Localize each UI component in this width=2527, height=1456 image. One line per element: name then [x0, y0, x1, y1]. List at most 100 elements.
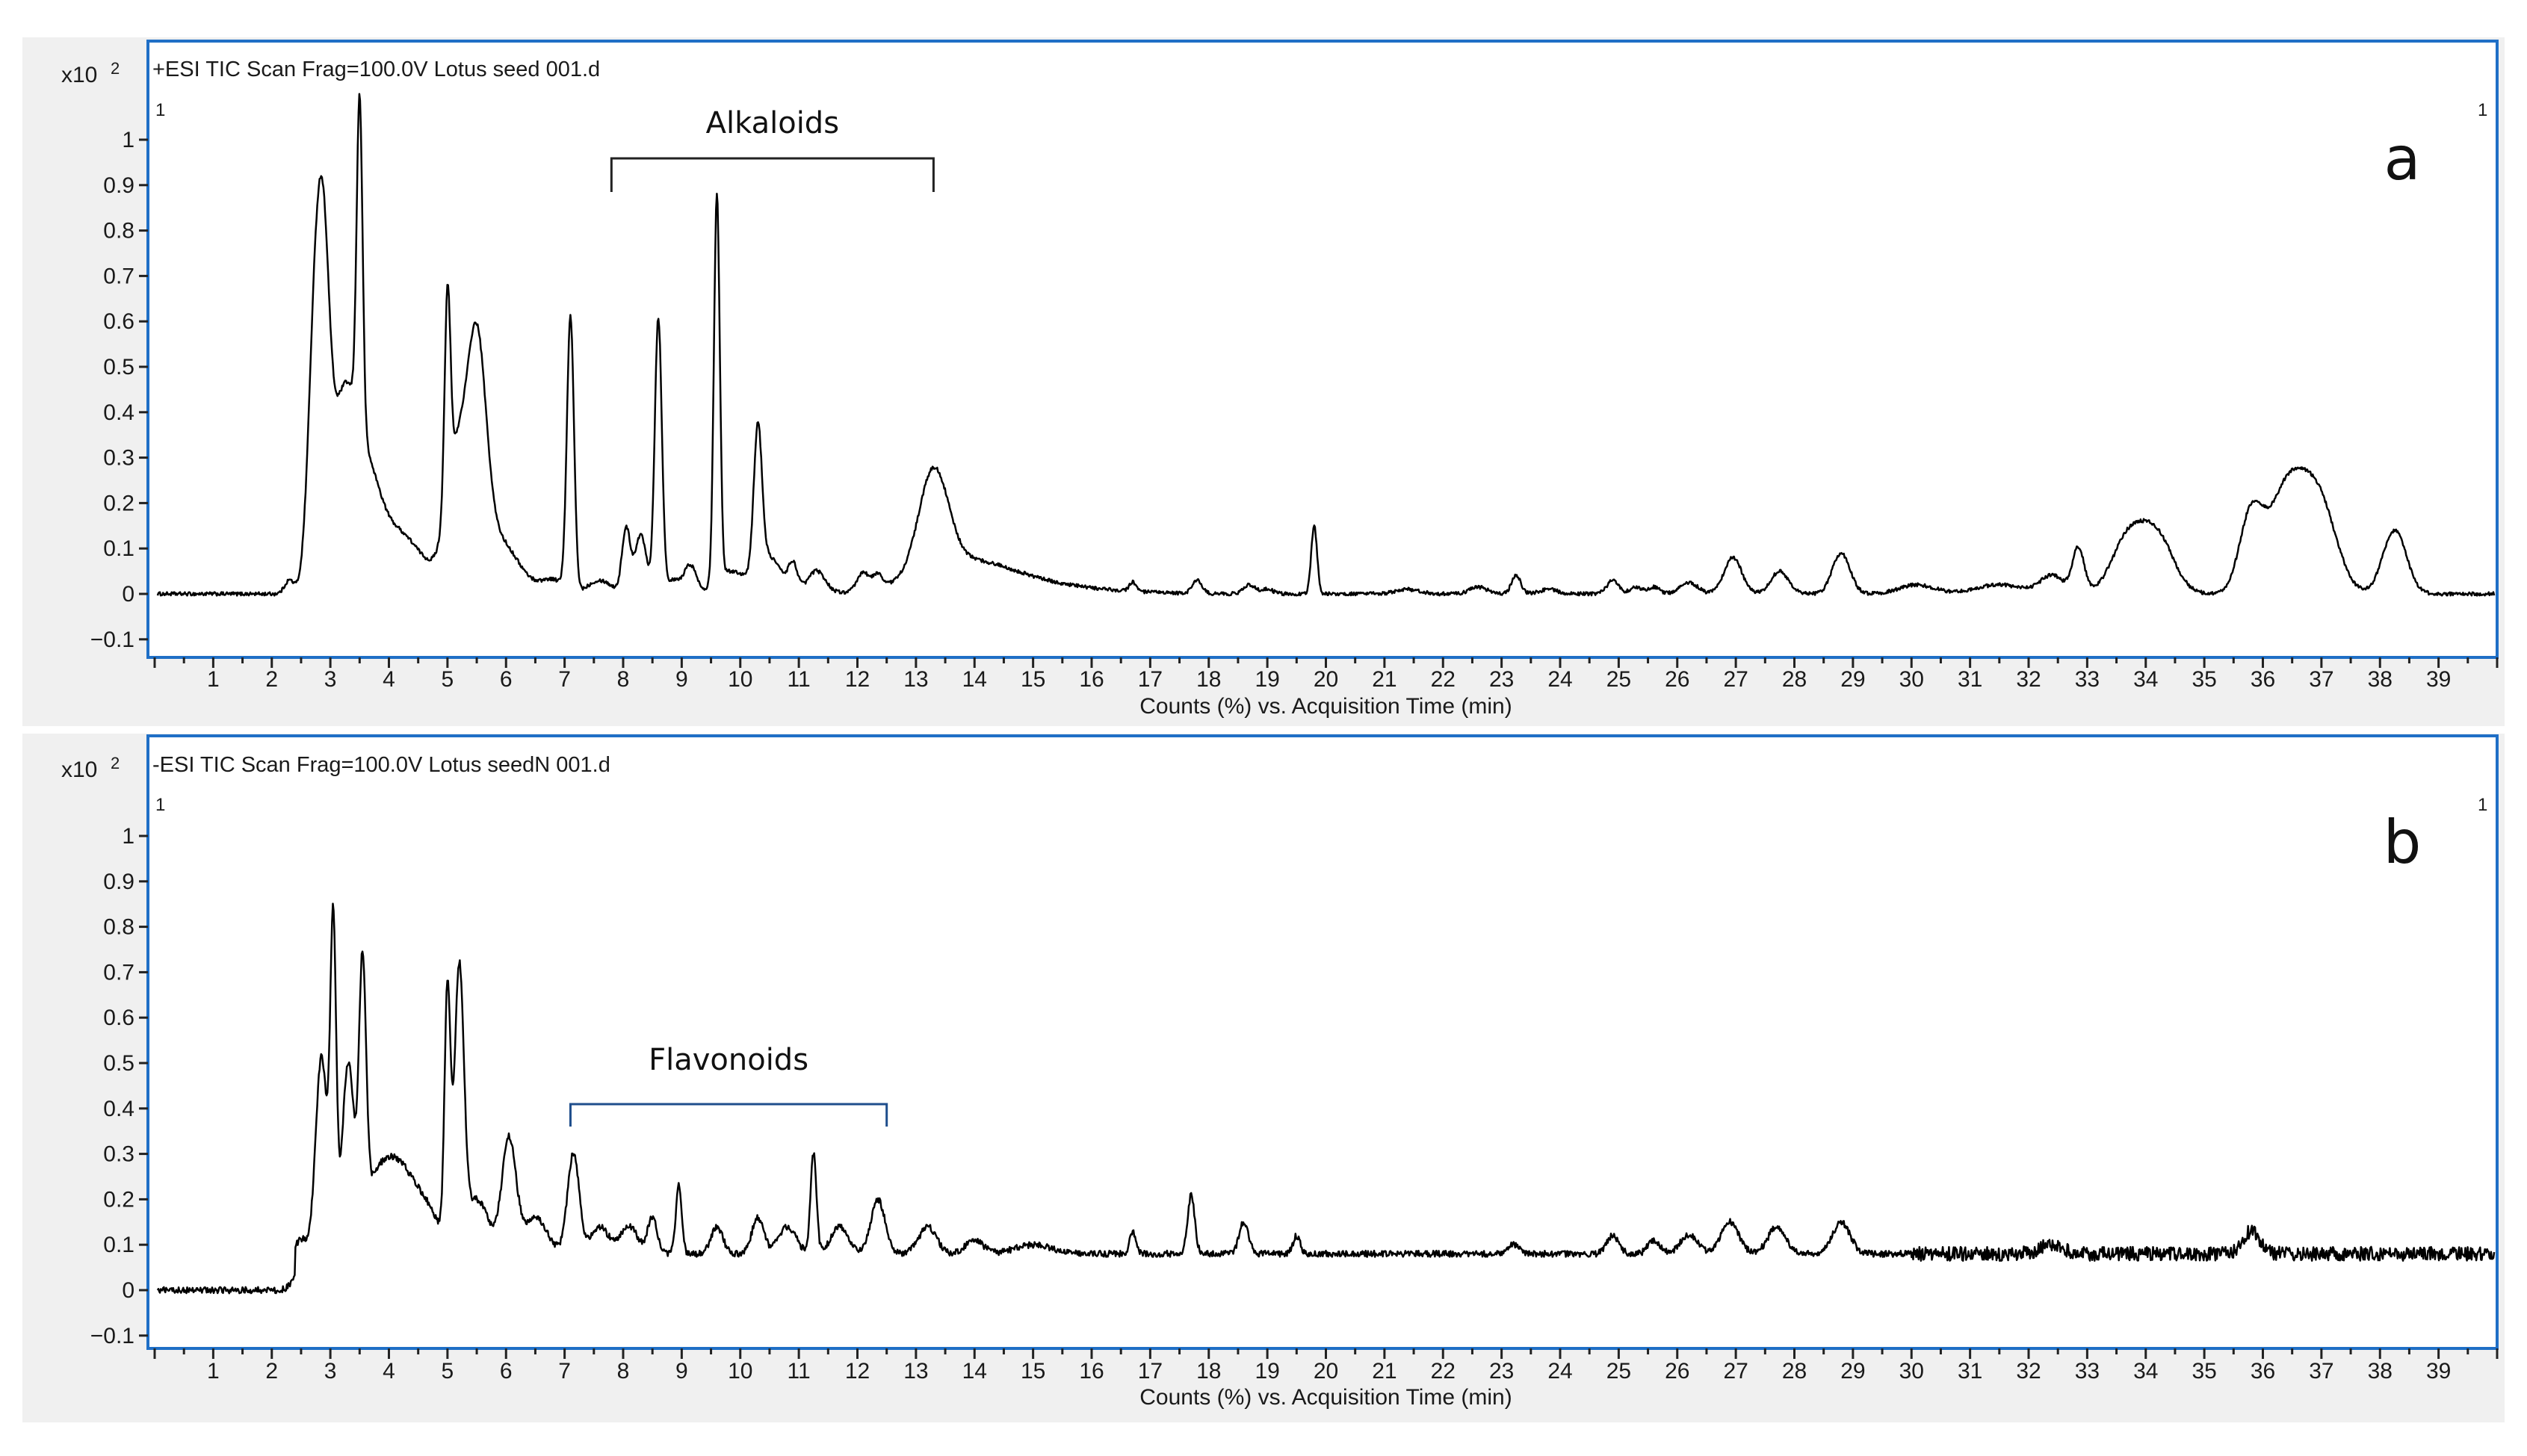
x-tick-label: 24	[1547, 667, 1572, 692]
x-tick-label: 2	[265, 667, 278, 692]
y-tick-label: −0.1	[90, 1324, 134, 1348]
tic-trace	[156, 93, 2496, 597]
x-tick-label: 36	[2251, 1359, 2275, 1384]
x-tick-label: 38	[2368, 1359, 2393, 1384]
x-tick-label: 11	[788, 1359, 811, 1384]
panel-letter: a	[2384, 124, 2420, 193]
y-tick-label: 0.3	[103, 1142, 134, 1167]
x-tick-label: 18	[1196, 1359, 1221, 1384]
x-tick-label: 15	[1021, 1359, 1045, 1384]
x-tick-label: 6	[500, 1359, 513, 1384]
annotation-label: Flavonoids	[649, 1043, 808, 1077]
y-tick-label: 0.2	[103, 1187, 134, 1212]
x-tick-label: 10	[728, 1359, 752, 1384]
x-tick-label: 23	[1489, 667, 1514, 692]
x-tick-label: 34	[2133, 1359, 2158, 1384]
x-tick-label: 39	[2426, 667, 2451, 692]
x-tick-label: 27	[1723, 667, 1748, 692]
x-tick-label: 39	[2426, 1359, 2451, 1384]
x-tick-label: 36	[2251, 667, 2275, 692]
x-tick-label: 22	[1431, 1359, 1456, 1384]
x-tick-label: 14	[962, 667, 987, 692]
y-multiplier-exponent: 2	[111, 754, 120, 772]
x-tick-label: 22	[1431, 667, 1456, 692]
x-tick-label: 12	[845, 1359, 870, 1384]
x-axis-label: Counts (%) vs. Acquisition Time (min)	[1139, 694, 1512, 719]
x-tick-label: 1	[207, 1359, 220, 1384]
chart-panel-b: -ESI TIC Scan Frag=100.0V Lotus seedN 00…	[61, 734, 2499, 1410]
x-tick-label: 26	[1665, 667, 1689, 692]
x-tick-label: 20	[1314, 667, 1338, 692]
corner-mark-right: 1	[2478, 795, 2487, 815]
chart-title: -ESI TIC Scan Frag=100.0V Lotus seedN 00…	[152, 753, 610, 777]
panel-letter: b	[2384, 808, 2422, 877]
x-tick-label: 30	[1899, 667, 1924, 692]
y-tick-label: 0.5	[103, 355, 134, 380]
y-tick-label: 0.3	[103, 446, 134, 471]
x-tick-label: 1	[207, 667, 220, 692]
x-tick-label: 13	[903, 667, 928, 692]
x-tick-label: 31	[1958, 1359, 1982, 1384]
x-tick-label: 21	[1372, 667, 1396, 692]
y-tick-label: 0.8	[103, 219, 134, 244]
x-tick-label: 4	[383, 667, 395, 692]
y-tick-label: 0.4	[103, 1097, 134, 1121]
x-tick-label: 32	[2016, 667, 2041, 692]
plot-area	[146, 40, 2499, 659]
x-tick-label: 16	[1079, 1359, 1104, 1384]
x-tick-label: 9	[675, 1359, 688, 1384]
y-multiplier: x10	[61, 758, 97, 782]
x-tick-label: 6	[500, 667, 513, 692]
x-tick-label: 29	[1840, 1359, 1865, 1384]
y-tick-label: 0.4	[103, 400, 134, 425]
x-tick-label: 31	[1958, 667, 1982, 692]
x-tick-label: 12	[845, 667, 870, 692]
x-tick-label: 35	[2192, 1359, 2216, 1384]
y-tick-label: 1	[122, 128, 134, 152]
x-tick-label: 21	[1372, 1359, 1396, 1384]
y-tick-label: 0.9	[103, 173, 134, 198]
x-tick-label: 17	[1138, 667, 1163, 692]
plot-area	[146, 734, 2499, 1350]
y-tick-label: 0.6	[103, 1006, 134, 1030]
x-tick-label: 7	[558, 667, 571, 692]
x-tick-label: 33	[2075, 667, 2100, 692]
x-tick-label: 16	[1079, 667, 1104, 692]
chart-panel-a: +ESI TIC Scan Frag=100.0V Lotus seed 001…	[61, 40, 2499, 719]
y-tick-label: −0.1	[90, 628, 134, 652]
x-tick-label: 3	[324, 667, 337, 692]
x-tick-label: 11	[788, 667, 811, 692]
x-tick-label: 4	[383, 1359, 395, 1384]
tic-trace	[156, 902, 2496, 1295]
x-tick-label: 10	[728, 667, 752, 692]
x-tick-label: 8	[617, 667, 630, 692]
x-tick-label: 2	[265, 1359, 278, 1384]
x-axis-label: Counts (%) vs. Acquisition Time (min)	[1139, 1385, 1512, 1410]
x-tick-label: 5	[442, 1359, 454, 1384]
x-tick-label: 17	[1138, 1359, 1163, 1384]
y-tick-label: 0.8	[103, 915, 134, 940]
x-tick-label: 8	[617, 1359, 630, 1384]
x-tick-label: 20	[1314, 1359, 1338, 1384]
annotation-bracket	[610, 157, 935, 192]
corner-mark-right: 1	[2478, 100, 2487, 120]
annotation-bracket	[569, 1103, 888, 1127]
x-tick-label: 33	[2075, 1359, 2100, 1384]
y-tick-label: 0.7	[103, 264, 134, 288]
x-tick-label: 18	[1196, 667, 1221, 692]
y-tick-label: 0.2	[103, 491, 134, 515]
x-tick-label: 25	[1606, 1359, 1631, 1384]
x-tick-label: 3	[324, 1359, 337, 1384]
x-tick-label: 19	[1255, 1359, 1279, 1384]
corner-mark-left: 1	[155, 795, 165, 815]
x-tick-label: 14	[962, 1359, 987, 1384]
x-tick-label: 37	[2309, 1359, 2333, 1384]
y-tick-label: 0.5	[103, 1051, 134, 1076]
chart-title: +ESI TIC Scan Frag=100.0V Lotus seed 001…	[152, 58, 600, 81]
y-tick-label: 0.1	[103, 1233, 134, 1257]
x-tick-label: 7	[558, 1359, 571, 1384]
x-tick-label: 37	[2309, 667, 2333, 692]
y-tick-label: 0.9	[103, 870, 134, 894]
annotation-label: Alkaloids	[706, 106, 839, 140]
